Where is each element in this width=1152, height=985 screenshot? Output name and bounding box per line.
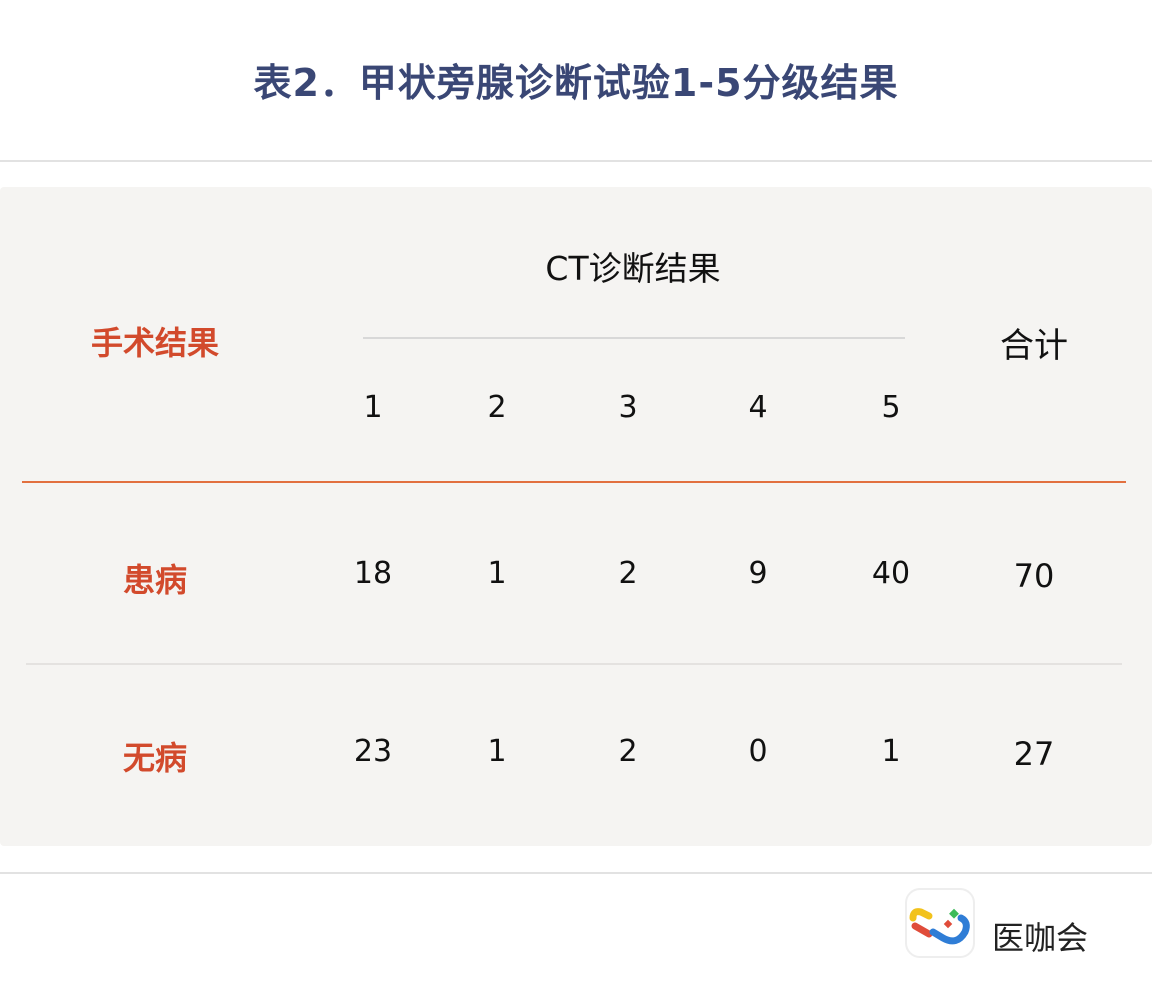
- table-cell: 9: [748, 556, 768, 591]
- table-cell: 18: [353, 556, 393, 591]
- yika-logo-icon: [905, 888, 975, 958]
- page-title: 表2．甲状旁腺诊断试验1-5分级结果: [253, 61, 899, 105]
- grade-header: 1: [363, 390, 383, 425]
- table-cell: 2: [618, 734, 638, 769]
- divider: [0, 872, 1152, 874]
- grade-header: 3: [618, 390, 638, 425]
- row-total: 70: [1013, 557, 1055, 595]
- table-cell: 1: [881, 734, 901, 769]
- table-cell: 0: [748, 734, 768, 769]
- table-cell: 1: [487, 556, 507, 591]
- group-header-underline: [363, 337, 905, 339]
- grade-header: 5: [881, 390, 901, 425]
- row-total: 27: [1013, 735, 1055, 773]
- row-header: 手术结果: [90, 324, 220, 362]
- results-table: [0, 187, 1152, 846]
- total-header: 合计: [1000, 326, 1068, 366]
- table-cell: 23: [353, 734, 393, 769]
- grade-header: 4: [748, 390, 768, 425]
- table-cell: 40: [871, 556, 911, 591]
- divider: [0, 160, 1152, 162]
- grade-header: 2: [487, 390, 507, 425]
- table-cell: 1: [487, 734, 507, 769]
- brand-name: 医咖会: [992, 919, 1089, 957]
- group-header: CT诊断结果: [545, 249, 721, 288]
- table-cell: 2: [618, 556, 638, 591]
- row-label: 无病: [122, 739, 188, 777]
- row-label: 患病: [122, 561, 188, 599]
- header-rule: [22, 481, 1126, 483]
- row-divider: [26, 663, 1122, 665]
